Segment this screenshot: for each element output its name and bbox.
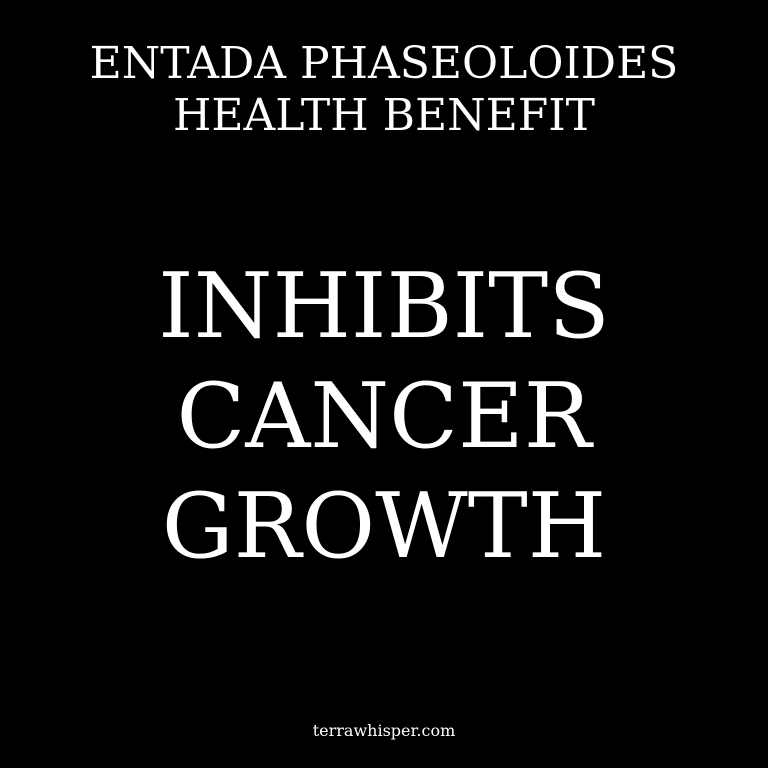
headline-line-1: INHIBITS	[158, 254, 610, 359]
headline-line-2: CANCER	[176, 364, 592, 469]
source-credit: terrawhisper.com	[312, 721, 456, 740]
header-subtitle: HEALTH BENEFIT	[173, 90, 595, 141]
card-header: ENTADA PHASEOLOIDES HEALTH BENEFIT	[0, 38, 768, 142]
benefit-headline: INHIBITS CANCER GROWTH	[0, 252, 768, 582]
headline-line-3: GROWTH	[161, 474, 607, 579]
plant-name: ENTADA PHASEOLOIDES	[89, 38, 679, 89]
